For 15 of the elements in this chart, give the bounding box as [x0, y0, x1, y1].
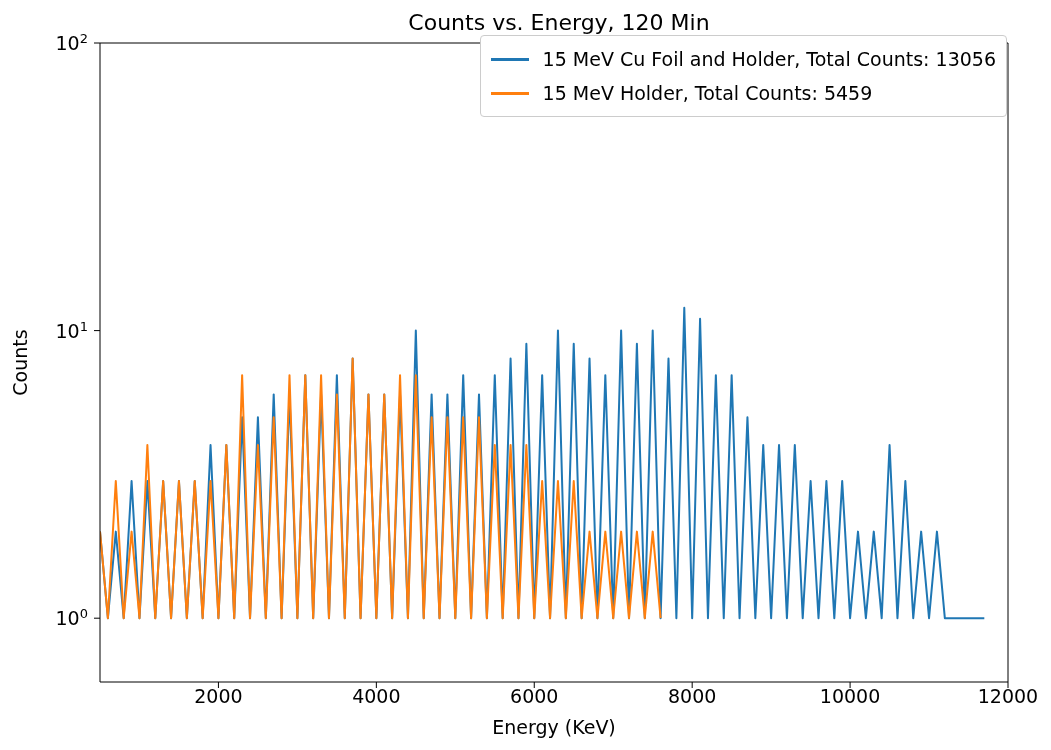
x-tick-label: 10000 — [819, 685, 881, 708]
x-axis-title: Energy (KeV) — [492, 716, 616, 738]
x-tick-label: 2000 — [194, 685, 243, 708]
legend-label: 15 MeV Holder, Total Counts: 5459 — [542, 82, 873, 104]
y-axis-title: Counts — [8, 329, 31, 396]
x-tick-label: 12000 — [977, 685, 1039, 708]
x-tick-label: 6000 — [510, 685, 559, 708]
legend-label: 15 MeV Cu Foil and Holder, Total Counts: 13056 — [542, 48, 996, 70]
line-series — [100, 357, 662, 620]
y-tick-label: 10$^{0}$ — [55, 605, 88, 630]
x-tick-label: 8000 — [667, 685, 717, 708]
x-tick-label: 4000 — [352, 685, 401, 708]
y-tick-label: 10$^{2}$ — [55, 30, 88, 54]
chart-title: Counts vs. Energy, 120 Min — [407, 10, 711, 35]
y-tick-label: 10$^{1}$ — [55, 318, 88, 342]
